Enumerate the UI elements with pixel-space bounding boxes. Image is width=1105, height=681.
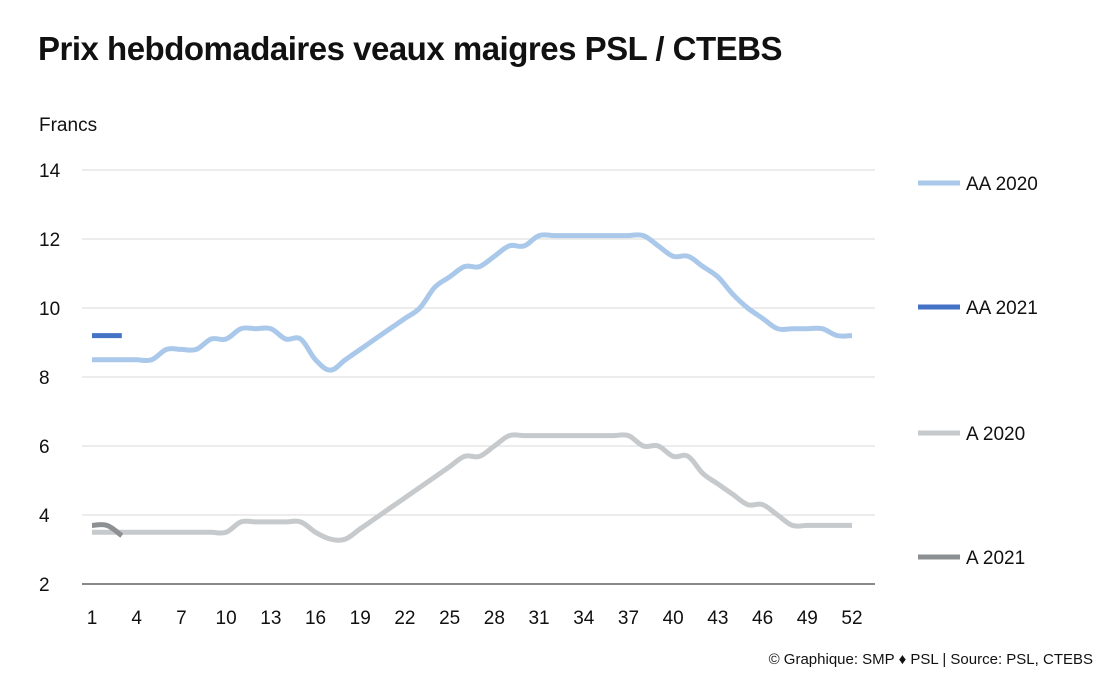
x-tick-label: 16 [305, 608, 326, 629]
x-tick-label: 43 [707, 608, 728, 629]
x-tick-label: 31 [528, 608, 549, 629]
y-tick-label: 4 [39, 506, 50, 527]
series-lines [91, 232, 853, 543]
source-footer: © Graphique: SMP ♦ PSL | Source: PSL, CT… [768, 651, 1093, 668]
legend-label-aa-2021: AA 2021 [966, 298, 1038, 319]
x-tick-label: 34 [573, 608, 595, 629]
legend: AA 2020 AA 2021 A 2020 A 2021 [918, 174, 1038, 569]
legend-label-a-2021: A 2021 [966, 548, 1025, 569]
x-tick-label: 28 [484, 608, 505, 629]
legend-label-a-2020: A 2020 [966, 424, 1025, 445]
y-tick-label: 6 [39, 437, 50, 458]
x-tick-label: 22 [394, 608, 415, 629]
x-tick-label: 13 [260, 608, 281, 629]
x-tick-label: 25 [439, 608, 460, 629]
x-tick-label: 46 [752, 608, 773, 629]
y-axis-label: Francs [39, 115, 97, 136]
y-tick-label: 2 [39, 575, 50, 596]
x-tick-label: 52 [841, 608, 862, 629]
y-tick-label: 10 [39, 299, 60, 320]
y-tick-label: 14 [39, 161, 61, 182]
legend-label-aa-2020: AA 2020 [966, 174, 1038, 195]
series-line-a-2021 [91, 522, 124, 538]
x-tick-label: 10 [216, 608, 237, 629]
y-tick-label: 12 [39, 230, 60, 251]
x-tick-label: 40 [663, 608, 684, 629]
x-tick-label: 1 [87, 608, 98, 629]
y-tick-label: 8 [39, 368, 50, 389]
gridlines [82, 169, 875, 516]
x-tick-label: 19 [350, 608, 371, 629]
chart-title: Prix hebdomadaires veaux maigres PSL / C… [38, 30, 783, 67]
x-tick-label: 4 [131, 608, 142, 629]
series-line-aa-2020 [91, 232, 853, 373]
x-tick-label: 37 [618, 608, 639, 629]
series-line-a-2020 [92, 432, 852, 543]
x-tick-label: 7 [176, 608, 187, 629]
x-tick-label: 49 [797, 608, 818, 629]
